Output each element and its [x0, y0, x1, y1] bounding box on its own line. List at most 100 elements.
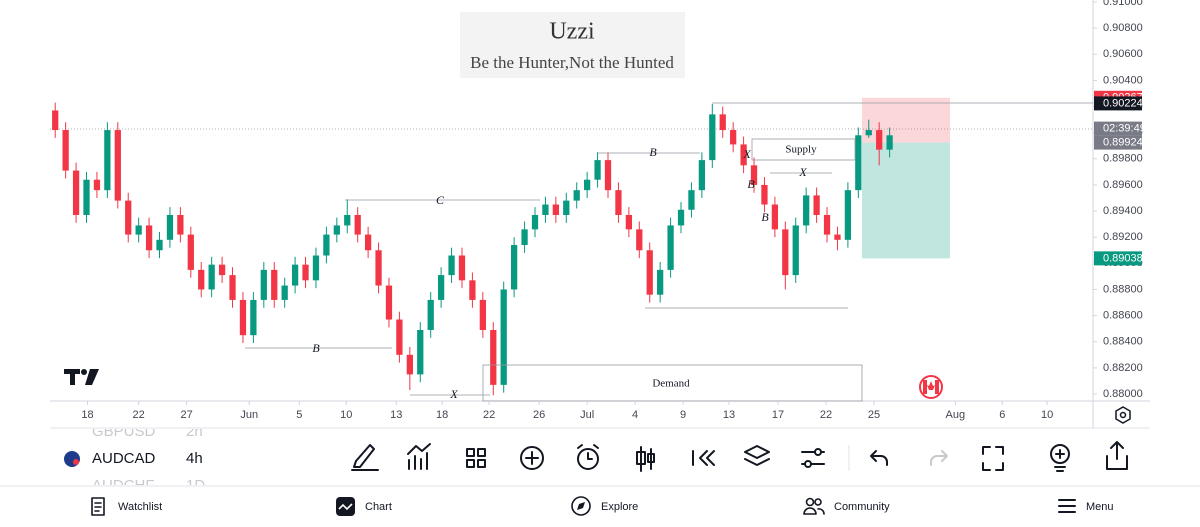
- candle-body: [677, 209, 685, 226]
- symbol-interval: 1D: [186, 477, 205, 494]
- x-tick-label: 17: [772, 409, 784, 421]
- layouts-tool[interactable]: [466, 448, 486, 468]
- candle-body: [469, 280, 476, 300]
- watchlist-icon: [91, 497, 105, 516]
- candle-body: [323, 234, 330, 256]
- chart-icon-line: [338, 503, 353, 511]
- candle-body: [511, 245, 518, 290]
- nav-item[interactable]: Chart: [365, 501, 392, 513]
- candle-body: [500, 289, 507, 385]
- candle-body: [761, 184, 768, 205]
- price-label: 0.89924: [1103, 137, 1143, 149]
- undo-tool[interactable]: [870, 450, 888, 466]
- explore-icon: [571, 496, 591, 516]
- price-label: 0.90224: [1103, 97, 1143, 109]
- candle-body: [312, 255, 320, 281]
- draw-tool[interactable]: [351, 444, 379, 471]
- candle-body: [834, 234, 841, 240]
- y-tick-label: 0.90800: [1103, 22, 1143, 34]
- symbol-name[interactable]: AUDCAD: [92, 450, 156, 467]
- candle-body: [719, 114, 726, 131]
- x-tick-label: 18: [436, 409, 448, 421]
- ideas-icon: [1054, 449, 1066, 472]
- candle-body: [458, 255, 466, 281]
- candle-body: [709, 114, 716, 161]
- candle-body: [740, 144, 747, 166]
- nav-item[interactable]: Watchlist: [118, 501, 162, 513]
- candle-body: [177, 214, 184, 235]
- indicators-tool[interactable]: [407, 443, 431, 470]
- price-label-box: [1094, 135, 1142, 150]
- toolbar: [351, 441, 1128, 472]
- candle-body: [385, 285, 393, 320]
- candle-body: [52, 110, 59, 131]
- nav-item[interactable]: Menu: [1086, 501, 1114, 513]
- symbol-name[interactable]: GBPUSD: [92, 423, 156, 440]
- candle-body: [229, 275, 236, 300]
- annotation: X: [449, 387, 458, 401]
- candle-body: [114, 130, 121, 201]
- candle-body: [156, 239, 163, 251]
- price-label-box: [1094, 251, 1142, 266]
- plot: [52, 97, 950, 396]
- settings-button[interactable]: [1115, 406, 1131, 424]
- fullscreen-tool[interactable]: [982, 446, 1004, 471]
- candle-body: [823, 214, 831, 235]
- stop-zone: [862, 97, 950, 143]
- bottom-nav: Watchlist Chart Explore Community Menu: [91, 496, 1114, 516]
- candle-body: [771, 204, 779, 230]
- x-tick-label: 13: [390, 409, 402, 421]
- candle-body: [584, 179, 591, 191]
- replay-tool[interactable]: [692, 450, 715, 466]
- x-tick-label: 5: [296, 409, 302, 421]
- country-flag[interactable]: [919, 375, 943, 399]
- symbol-name[interactable]: AUDCHF: [92, 477, 155, 494]
- candle-body: [803, 195, 810, 226]
- symbol-list: GBPUSD 2h AUDCAD 4h AUDCHF 1D: [64, 423, 205, 494]
- candle-body: [260, 269, 267, 300]
- candle-body: [396, 319, 403, 355]
- y-tick-label: 0.88400: [1103, 336, 1143, 348]
- alert-tool[interactable]: [577, 448, 599, 470]
- share-tool[interactable]: [1106, 441, 1128, 470]
- candle-body: [281, 285, 288, 300]
- candle-body: [782, 229, 789, 276]
- candle-body: [490, 329, 497, 385]
- layers-tool[interactable]: [744, 445, 770, 466]
- ideas-tool[interactable]: [1050, 444, 1070, 464]
- symbol-flag: [64, 451, 80, 467]
- x-tick-label: 9: [680, 409, 686, 421]
- candle-body: [208, 264, 215, 290]
- settings-icon: [1119, 411, 1127, 419]
- x-tick-label: 22: [483, 409, 495, 421]
- y-tick-label: 0.88200: [1103, 362, 1143, 374]
- candle-body: [667, 225, 674, 270]
- x-tick-label: 22: [820, 409, 832, 421]
- y-tick-label: 0.88600: [1103, 310, 1143, 322]
- chart-type-tool[interactable]: [636, 446, 655, 472]
- nav-item[interactable]: Community: [834, 501, 890, 513]
- annotation: Demand: [652, 378, 690, 390]
- x-tick-label: 10: [1041, 409, 1053, 421]
- candle-body: [406, 354, 413, 375]
- x-tick-label: 26: [533, 409, 545, 421]
- header-title: Uzzi: [549, 19, 595, 45]
- menu-icon: [1058, 499, 1076, 513]
- candle-body: [563, 200, 570, 215]
- add-tool[interactable]: [520, 446, 544, 470]
- candle-body: [792, 225, 799, 276]
- alert-icon: [577, 444, 599, 460]
- y-tick-label: 0.89200: [1103, 231, 1143, 243]
- y-tick-label: 0.88000: [1103, 388, 1143, 400]
- candle-body: [344, 214, 351, 226]
- annotation: X: [798, 165, 807, 179]
- nav-item[interactable]: Explore: [601, 501, 638, 513]
- redo-tool[interactable]: [930, 450, 948, 466]
- candle-body: [166, 214, 174, 240]
- drawings: C B B X Supply X B B X Demand: [245, 102, 1093, 402]
- candle-body: [354, 214, 361, 235]
- y-tick-label: 0.88800: [1103, 283, 1143, 295]
- candle-body: [427, 299, 434, 330]
- annotation: X: [742, 147, 751, 161]
